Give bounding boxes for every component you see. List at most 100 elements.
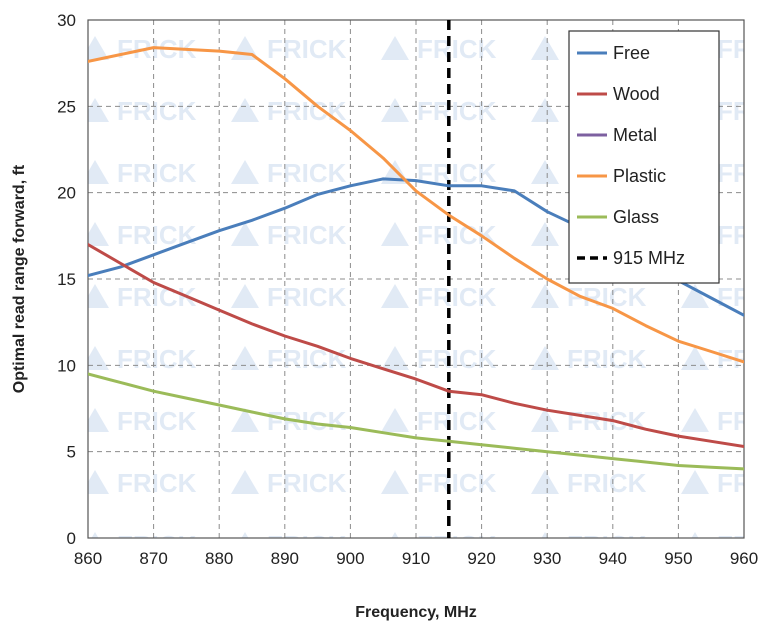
watermark-text: FRICK — [117, 220, 197, 250]
watermark-flame-icon — [88, 346, 109, 370]
watermark-logo: FRICK — [381, 344, 497, 374]
watermark-flame-icon — [88, 470, 109, 494]
watermark-flame-icon — [531, 98, 559, 122]
watermark-flame-icon — [88, 222, 109, 246]
watermark-flame-icon — [531, 160, 559, 184]
watermark-logo: FRICK — [88, 344, 197, 374]
watermark-text: FRICK — [117, 96, 197, 126]
watermark-text: FRICK — [417, 530, 497, 560]
watermark-logo: FRICK — [531, 406, 647, 436]
watermark-logo: FRICK — [231, 158, 347, 188]
watermark-text: FRICK — [267, 468, 347, 498]
y-tick-label: 30 — [57, 11, 76, 30]
watermark-text: FRICK — [117, 530, 197, 560]
watermark-text: FRICK — [417, 406, 497, 436]
y-tick-label: 10 — [57, 356, 76, 375]
watermark-logo: FRICK — [691, 530, 768, 560]
watermark-text: FRICK — [417, 96, 497, 126]
watermark-logo: FRICK — [381, 34, 497, 64]
watermark-logo: FRICK — [231, 344, 347, 374]
watermark-flame-icon — [681, 408, 709, 432]
y-tick-label: 20 — [57, 184, 76, 203]
watermark-flame-icon — [88, 284, 109, 308]
watermark-logo: FRICK — [88, 468, 197, 498]
watermark-flame-icon — [231, 160, 259, 184]
x-axis-title: Frequency, MHz — [355, 604, 477, 621]
watermark-logo: FRICK — [88, 158, 197, 188]
tick-labels: 860 870 880 890 900 910 920 930 940 950 960 0 5 10 15 2… — [57, 11, 758, 568]
watermark-text: FRICK — [267, 34, 347, 64]
watermark-flame-icon — [531, 36, 559, 60]
watermark-flame-icon — [88, 408, 109, 432]
watermark-flame-icon — [231, 284, 259, 308]
watermark-logo: FRICK — [681, 468, 768, 498]
watermark-flame-icon — [231, 408, 259, 432]
watermark-flame-icon — [681, 346, 709, 370]
watermark-text: FRICK — [267, 96, 347, 126]
watermark-logo: FRICK — [88, 96, 197, 126]
watermark-logo: FRICK — [381, 468, 497, 498]
watermark-text: FRICK — [417, 34, 497, 64]
watermark-flame-icon — [531, 346, 559, 370]
x-tick-label: 950 — [664, 549, 692, 568]
watermark-flame-icon — [381, 470, 409, 494]
legend-label-wood: Wood — [613, 84, 660, 104]
watermark-text: FRICK — [417, 282, 497, 312]
x-tick-label: 940 — [599, 549, 627, 568]
watermark-text: FRICK — [717, 96, 768, 126]
watermark-logo: FRICK — [241, 530, 347, 538]
y-tick-label: 25 — [57, 97, 76, 116]
watermark-flame-icon — [231, 346, 259, 370]
watermark-text: FRICK — [117, 406, 197, 436]
x-tick-label: 860 — [74, 549, 102, 568]
watermark-flame-icon — [88, 36, 109, 60]
watermark-logo: FRICK — [381, 282, 497, 312]
x-tick-label: 920 — [467, 549, 495, 568]
watermark-flame-icon — [681, 284, 709, 308]
y-tick-label: 5 — [67, 443, 76, 462]
x-tick-label: 900 — [336, 549, 364, 568]
watermark-text: FRICK — [417, 468, 497, 498]
watermark-flame-icon — [681, 470, 709, 494]
watermark-logo: FRICK — [88, 406, 197, 436]
watermark-text: FRICK — [567, 468, 647, 498]
watermark-flame-icon — [88, 160, 109, 184]
watermark-flame-icon — [381, 98, 409, 122]
watermark-flame-icon — [531, 470, 559, 494]
watermark-text: FRICK — [117, 158, 197, 188]
y-tick-label: 15 — [57, 270, 76, 289]
legend-box — [568, 30, 720, 284]
watermark-text: FRICK — [717, 220, 768, 250]
legend-label-915-mhz: 915 MHz — [613, 248, 685, 268]
series-line-plastic — [88, 46, 744, 364]
watermark-text: FRICK — [717, 468, 768, 498]
watermark-text: FRICK — [117, 344, 197, 374]
watermark-text: FRICK — [267, 158, 347, 188]
y-tick-label: 0 — [67, 529, 76, 548]
watermark-flame-icon — [531, 222, 559, 246]
x-tick-label: 960 — [730, 549, 758, 568]
watermark-logo: FRICK — [681, 406, 768, 436]
series-line-glass — [88, 372, 744, 471]
watermark-text: FRICK — [567, 344, 647, 374]
x-tick-label: 890 — [271, 549, 299, 568]
watermark-text: FRICK — [717, 406, 768, 436]
watermark-logo: FRICK — [231, 34, 347, 64]
watermark-logo: FRICK — [391, 530, 497, 560]
watermark-text: FRICK — [117, 468, 197, 498]
x-tick-label: 910 — [402, 549, 430, 568]
series-layer — [88, 46, 744, 471]
x-tick-label: 930 — [533, 549, 561, 568]
x-tick-label: 880 — [205, 549, 233, 568]
watermark-flame-icon — [531, 284, 559, 308]
watermark-flame-icon — [381, 36, 409, 60]
y-axis-title: Optimal read range forward, ft — [11, 164, 28, 393]
watermark-logo: FRICK — [531, 468, 647, 498]
legend-label-metal: Metal — [613, 125, 657, 145]
watermark-text: FRICK — [417, 344, 497, 374]
watermark-logo: FRICK — [381, 406, 497, 436]
watermark-logo: FRICK — [531, 344, 647, 374]
watermark-text: FRICK — [717, 530, 768, 560]
